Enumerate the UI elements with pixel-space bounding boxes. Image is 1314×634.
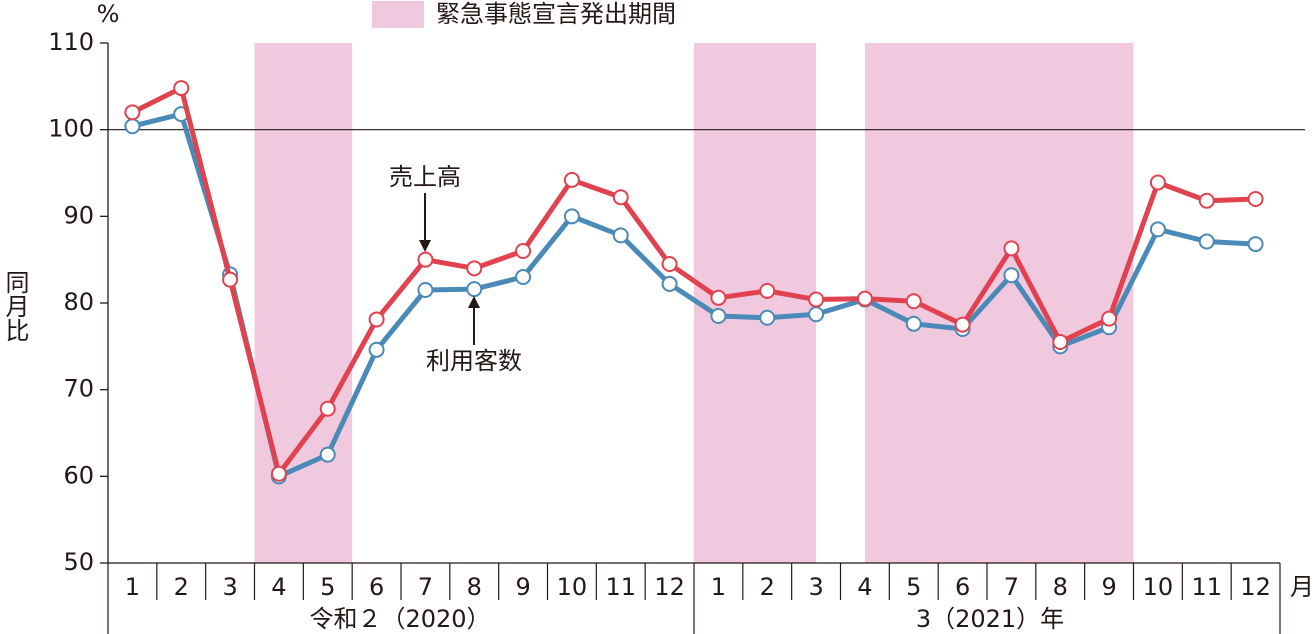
data-point bbox=[319, 400, 336, 417]
data-point bbox=[1149, 174, 1166, 191]
data-point bbox=[808, 306, 825, 323]
y-tick-label: 90 bbox=[63, 201, 94, 229]
data-point bbox=[808, 291, 825, 308]
arrow-head bbox=[468, 296, 480, 308]
data-point bbox=[515, 269, 532, 285]
x-tick-label: 3 bbox=[808, 573, 823, 601]
data-point bbox=[368, 311, 385, 328]
x-tick-label: 6 bbox=[369, 573, 384, 601]
emergency-period bbox=[254, 43, 353, 563]
x-tick-label: 7 bbox=[1004, 573, 1019, 601]
x-tick-label: 10 bbox=[557, 573, 588, 601]
y-tick-label: 70 bbox=[63, 375, 94, 403]
x-tick-label: 2 bbox=[174, 573, 189, 601]
series-line bbox=[131, 111, 1256, 479]
legend-swatch bbox=[372, 1, 424, 28]
legend-label: 緊急事態宣言発出期間 bbox=[436, 0, 676, 28]
data-point bbox=[856, 290, 873, 307]
data-point bbox=[1198, 233, 1215, 250]
x-tick-label: 5 bbox=[906, 573, 921, 601]
data-point bbox=[612, 189, 629, 206]
data-point bbox=[661, 256, 678, 272]
data-point bbox=[319, 446, 336, 463]
x-tick-label: 12 bbox=[654, 573, 685, 601]
emergency-period bbox=[694, 43, 817, 563]
series-line bbox=[131, 85, 1256, 477]
x-group-label: 3（2021）年 bbox=[916, 605, 1064, 633]
data-point bbox=[515, 243, 532, 259]
x-tick-label: 12 bbox=[1240, 573, 1271, 601]
data-point bbox=[954, 316, 971, 333]
x-tick-label: 6 bbox=[955, 573, 970, 601]
data-point bbox=[466, 260, 483, 277]
x-tick-label: 4 bbox=[857, 573, 872, 601]
data-point bbox=[1247, 236, 1264, 253]
data-point bbox=[661, 275, 678, 292]
data-point bbox=[466, 281, 483, 298]
data-point bbox=[563, 171, 580, 188]
arrow-head bbox=[419, 240, 431, 252]
x-tick-label: 11 bbox=[605, 573, 636, 601]
data-point bbox=[270, 465, 287, 482]
data-point bbox=[173, 80, 190, 97]
data-point bbox=[905, 315, 922, 332]
data-point bbox=[417, 282, 434, 298]
data-point bbox=[710, 308, 727, 324]
x-tick-label: 7 bbox=[418, 573, 433, 601]
data-point bbox=[759, 309, 776, 326]
x-tick-label: 1 bbox=[125, 573, 140, 601]
data-point bbox=[612, 227, 629, 244]
x-tick-label: 11 bbox=[1191, 573, 1222, 601]
x-tick-label: 10 bbox=[1143, 573, 1174, 601]
y-tick-label: 50 bbox=[63, 548, 94, 576]
data-point bbox=[124, 104, 141, 121]
data-point bbox=[222, 271, 239, 288]
x-tick-label: 9 bbox=[515, 573, 530, 601]
x-tick-label: 1 bbox=[711, 573, 726, 601]
series-annotation: 売上高 bbox=[389, 163, 461, 191]
data-point bbox=[1198, 192, 1215, 209]
data-point bbox=[1003, 240, 1020, 257]
data-point bbox=[417, 251, 434, 268]
y-tick-label: 80 bbox=[63, 288, 94, 316]
data-point bbox=[1149, 221, 1166, 238]
data-point bbox=[368, 341, 385, 358]
y-tick-label: 60 bbox=[63, 461, 94, 489]
x-tick-label: 8 bbox=[1053, 573, 1068, 601]
x-tick-label: 3 bbox=[222, 573, 237, 601]
data-point bbox=[1101, 310, 1118, 327]
x-unit: 月 bbox=[1290, 573, 1314, 601]
x-tick-label: 4 bbox=[271, 573, 286, 601]
x-tick-label: 9 bbox=[1101, 573, 1116, 601]
data-point bbox=[759, 282, 776, 299]
series-annotation: 利用客数 bbox=[426, 347, 522, 375]
data-point bbox=[710, 289, 727, 306]
y-tick-label: 110 bbox=[48, 28, 94, 56]
y-tick-label: 100 bbox=[48, 115, 94, 143]
data-point bbox=[563, 208, 580, 225]
y-axis-label: 同月比 bbox=[1, 270, 29, 342]
x-group-label: 令和２（2020） bbox=[309, 605, 490, 633]
data-point bbox=[1247, 191, 1264, 207]
x-tick-label: 8 bbox=[467, 573, 482, 601]
data-point bbox=[905, 293, 922, 310]
data-point bbox=[124, 118, 141, 135]
x-tick-label: 5 bbox=[320, 573, 335, 601]
y-unit: % bbox=[97, 0, 120, 28]
x-tick-label: 2 bbox=[760, 573, 775, 601]
data-point bbox=[1052, 334, 1069, 350]
data-point bbox=[1003, 267, 1020, 284]
